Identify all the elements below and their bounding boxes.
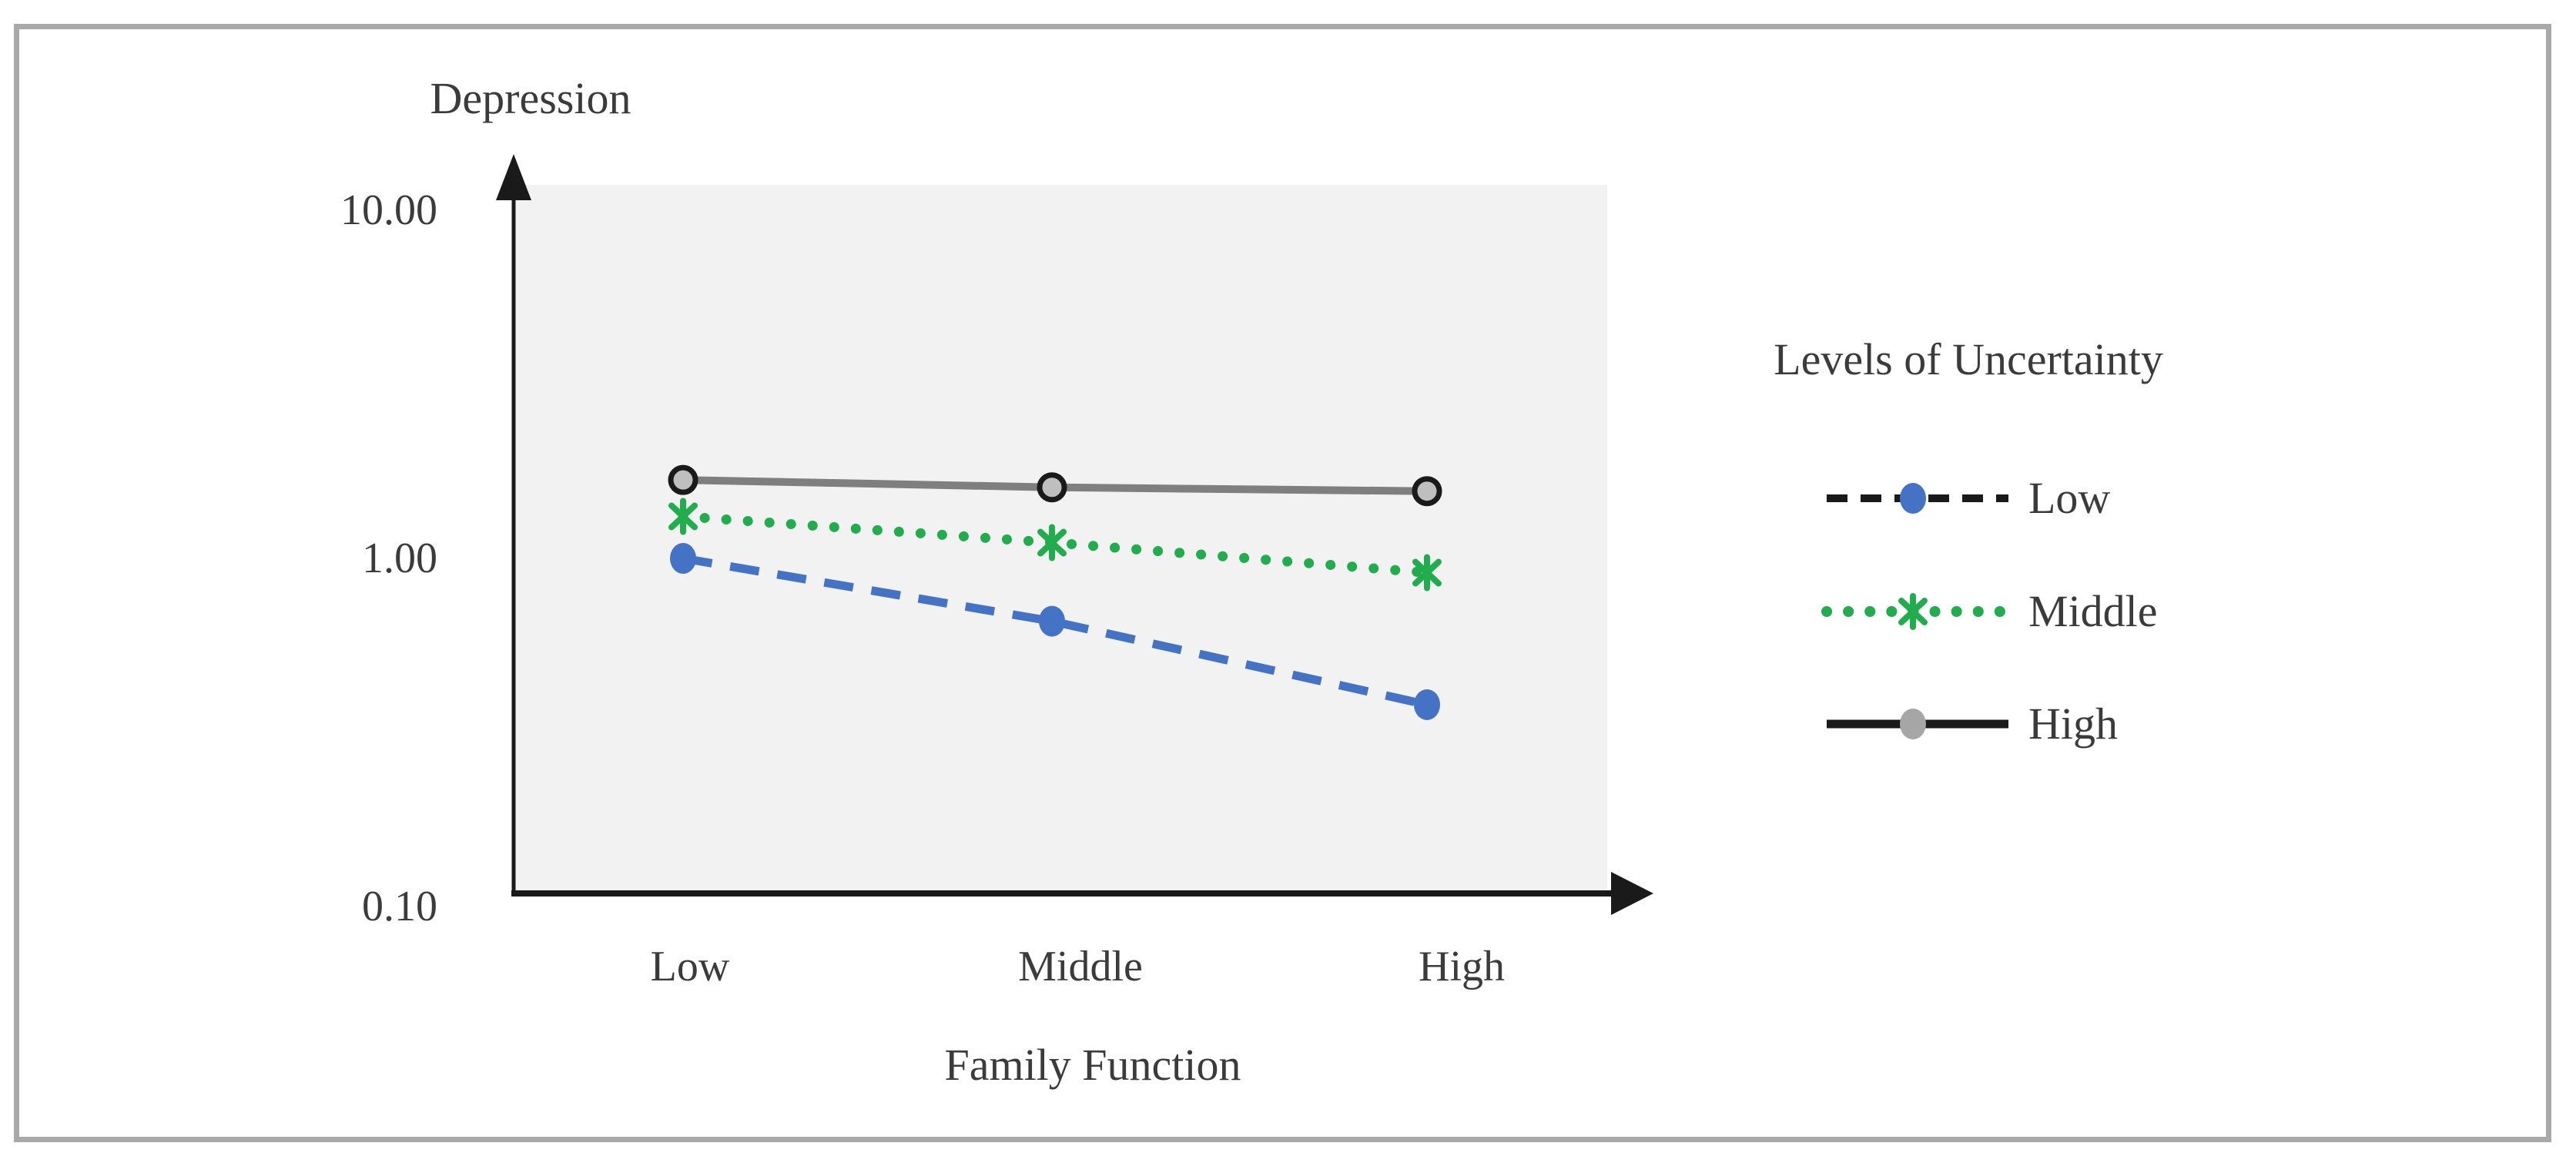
legend-label-low: Low (2028, 473, 2111, 523)
x-axis-arrowhead (1611, 872, 1653, 915)
y-axis-arrowhead (496, 154, 531, 200)
series-middle-marker-middle (1037, 524, 1067, 561)
legend-samples-layer (1821, 483, 2014, 739)
x-category-middle: Middle (1018, 943, 1143, 990)
axes (496, 154, 1653, 915)
series-middle-marker-low (668, 498, 698, 535)
legend-title: Levels of Uncertainty (1774, 334, 2163, 384)
y-tick-01: 0.10 (362, 883, 437, 930)
series-low-marker-high (1414, 689, 1440, 720)
legend-sample-marker-middle (1898, 593, 1928, 630)
legend-sample-marker-high (1900, 709, 1926, 739)
legend-label-middle: Middle (2028, 586, 2158, 636)
series-low-marker-middle (1039, 605, 1065, 637)
series-middle-marker-high (1412, 554, 1442, 592)
series-high-marker-middle (1037, 472, 1067, 503)
x-category-low: Low (650, 943, 730, 990)
x-category-high: High (1419, 943, 1505, 990)
data-series-layer (668, 464, 1442, 720)
y-axis-title: Depression (430, 73, 631, 123)
series-low-line (682, 554, 1429, 709)
legend-sample-marker-low (1900, 483, 1926, 514)
series-high-marker-low (668, 464, 698, 495)
x-axis-title: Family Function (944, 1040, 1241, 1090)
y-tick-1: 1.00 (362, 535, 437, 582)
plot-area-background (516, 185, 1607, 892)
series-high-marker-high (1412, 476, 1442, 507)
y-tick-10: 10.00 (340, 186, 437, 234)
legend-label-high: High (2028, 699, 2118, 749)
series-low-marker-low (670, 543, 696, 574)
